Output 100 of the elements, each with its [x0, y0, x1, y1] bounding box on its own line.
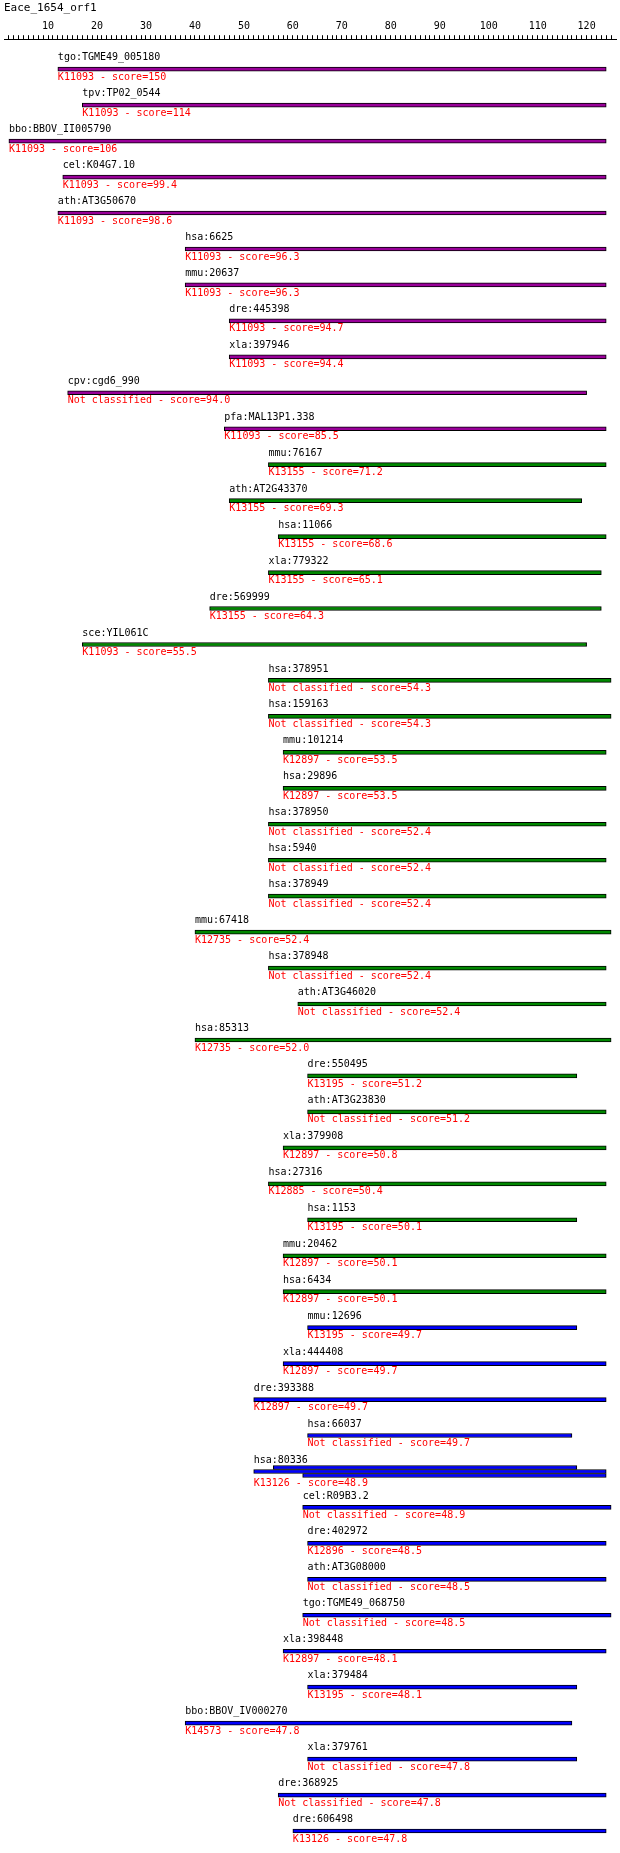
annotation: Not classified - score=48.9 [302, 1509, 466, 1521]
annotation: K12735 - score=52.4 [194, 933, 310, 945]
annotation: K11093 - score=96.3 [185, 286, 300, 298]
y-tick-label: hsa:378949 [268, 878, 329, 890]
annotation: K12735 - score=52.0 [194, 1041, 310, 1053]
annotation: K12885 - score=50.4 [268, 1185, 383, 1197]
annotation: K13195 - score=49.7 [307, 1329, 422, 1341]
annotation: Not classified - score=52.4 [268, 897, 431, 909]
annotation: K13155 - score=71.2 [268, 466, 383, 478]
y-tick-label: mmu:12696 [307, 1309, 362, 1321]
x-tick-label: 10 [42, 19, 55, 31]
x-tick-label: 90 [433, 19, 446, 31]
y-tick-label: tgo:TGME49_068750 [302, 1597, 406, 1610]
annotation: K11093 - score=94.7 [229, 322, 344, 334]
y-tick-label: hsa:29896 [283, 770, 338, 782]
annotation: K13155 - score=69.3 [229, 502, 344, 514]
annotation: Not classified - score=48.5 [307, 1580, 471, 1592]
y-tick-label: dre:368925 [278, 1777, 339, 1789]
annotation: K11093 - score=99.4 [62, 178, 178, 190]
y-tick-label: tpv:TP02_0544 [82, 87, 161, 100]
annotation: K12896 - score=48.5 [307, 1544, 422, 1556]
y-tick-label: hsa:11066 [278, 518, 333, 530]
y-tick-label: sce:YIL061C [82, 626, 149, 638]
y-tick-label: hsa:6434 [283, 1273, 332, 1285]
y-tick-label: mmu:101214 [283, 734, 344, 746]
y-tick-label: cel:R09B3.2 [302, 1489, 369, 1501]
y-tick-label: ath:AT3G50670 [57, 195, 137, 207]
y-tick-label: pfa:MAL13P1.338 [224, 410, 315, 422]
y-tick-label: hsa:378951 [268, 662, 329, 674]
x-tick-label: 50 [237, 19, 250, 31]
y-tick-label: hsa:80336 [253, 1453, 308, 1465]
annotation: K12897 - score=50.8 [283, 1149, 398, 1161]
y-tick-label: ath:AT2G43370 [229, 482, 308, 494]
annotation: K13195 - score=50.1 [307, 1221, 422, 1233]
annotation: Not classified - score=51.2 [307, 1113, 471, 1125]
y-tick-label: ath:AT3G46020 [297, 986, 377, 998]
y-tick-label: xla:397946 [229, 338, 290, 350]
x-tick-label: 60 [286, 19, 299, 31]
x-tick-label: 70 [335, 19, 348, 31]
y-tick-label: xla:444408 [283, 1345, 344, 1357]
annotation: K12897 - score=50.1 [283, 1293, 398, 1305]
x-tick-label: 20 [91, 19, 104, 31]
annotation: Not classified - score=94.0 [67, 394, 231, 406]
annotation: K13155 - score=68.6 [278, 538, 393, 550]
annotation: K13126 - score=48.9 [253, 1477, 369, 1489]
annotation: Not classified - score=49.7 [307, 1437, 471, 1449]
annotation: K12897 - score=49.7 [253, 1401, 369, 1413]
annotation: K13195 - score=48.1 [307, 1688, 422, 1700]
y-tick-label: xla:398448 [283, 1633, 344, 1645]
annotation: Not classified - score=52.4 [268, 969, 431, 981]
annotation: K11093 - score=55.5 [82, 646, 197, 658]
y-tick-label: cel:K04G7.10 [62, 159, 135, 171]
annotation: Not classified - score=52.4 [268, 825, 431, 837]
annotation: K12897 - score=53.5 [283, 789, 398, 801]
annotation: K12897 - score=49.7 [283, 1365, 398, 1377]
y-tick-label: bbo:BBOV_II005790 [8, 123, 112, 136]
annotation: K13155 - score=64.3 [209, 610, 325, 622]
annotation: K11093 - score=94.4 [229, 358, 344, 370]
y-tick-label: hsa:27316 [268, 1165, 323, 1177]
annotation: Not classified - score=48.5 [302, 1616, 466, 1628]
annotation: K11093 - score=114 [82, 106, 191, 118]
y-tick-label: cpv:cgd6_990 [67, 374, 140, 387]
annotation: K11093 - score=85.5 [224, 430, 339, 442]
annotation: K13195 - score=51.2 [307, 1077, 422, 1089]
y-tick-label: bbo:BBOV_IV000270 [185, 1705, 288, 1718]
y-tick-label: xla:379761 [307, 1741, 368, 1753]
y-tick-label: dre:445398 [229, 302, 290, 314]
y-tick-label: ath:AT3G23830 [307, 1094, 386, 1105]
y-tick-label: hsa:1153 [307, 1201, 356, 1213]
y-tick-label: dre:606498 [292, 1813, 354, 1825]
y-tick-label: xla:379908 [283, 1129, 344, 1141]
annotation: Not classified - score=47.8 [278, 1796, 441, 1808]
y-tick-label: dre:569999 [209, 590, 270, 602]
y-tick-label: hsa:85313 [194, 1022, 250, 1034]
y-tick-label: dre:393388 [253, 1381, 314, 1393]
annotation: K13155 - score=65.1 [268, 574, 383, 586]
y-tick-label: tgo:TGME49_005180 [57, 51, 161, 64]
annotation: K11093 - score=98.6 [57, 214, 173, 226]
annotation: Not classified - score=52.4 [297, 1005, 461, 1017]
y-tick-label: hsa:378950 [268, 806, 329, 818]
y-tick-label: hsa:159163 [268, 698, 329, 710]
x-tick-label: 120 [577, 19, 596, 31]
annotation: K13126 - score=47.8 [292, 1832, 408, 1844]
y-tick-label: hsa:66037 [307, 1417, 362, 1429]
chart-title: Eace_1654_orf1 [4, 1, 97, 15]
y-tick-label: xla:379484 [307, 1669, 368, 1681]
y-tick-label: hsa:378948 [268, 950, 329, 962]
y-tick-label: mmu:20637 [185, 267, 240, 279]
annotation: K11093 - score=106 [8, 142, 118, 154]
y-tick-label: dre:402972 [307, 1525, 368, 1537]
y-tick-label: xla:779322 [268, 554, 329, 566]
annotation: K12897 - score=50.1 [283, 1257, 398, 1269]
annotation: Not classified - score=47.8 [307, 1760, 471, 1772]
x-tick-label: 110 [528, 19, 547, 31]
x-tick-label: 40 [188, 19, 201, 31]
annotation: Not classified - score=54.3 [268, 717, 431, 729]
annotation: Not classified - score=54.3 [268, 682, 431, 694]
annotation: Not classified - score=52.4 [268, 861, 431, 873]
y-tick-label: hsa:5940 [268, 842, 317, 854]
x-tick-label: 100 [479, 19, 498, 31]
